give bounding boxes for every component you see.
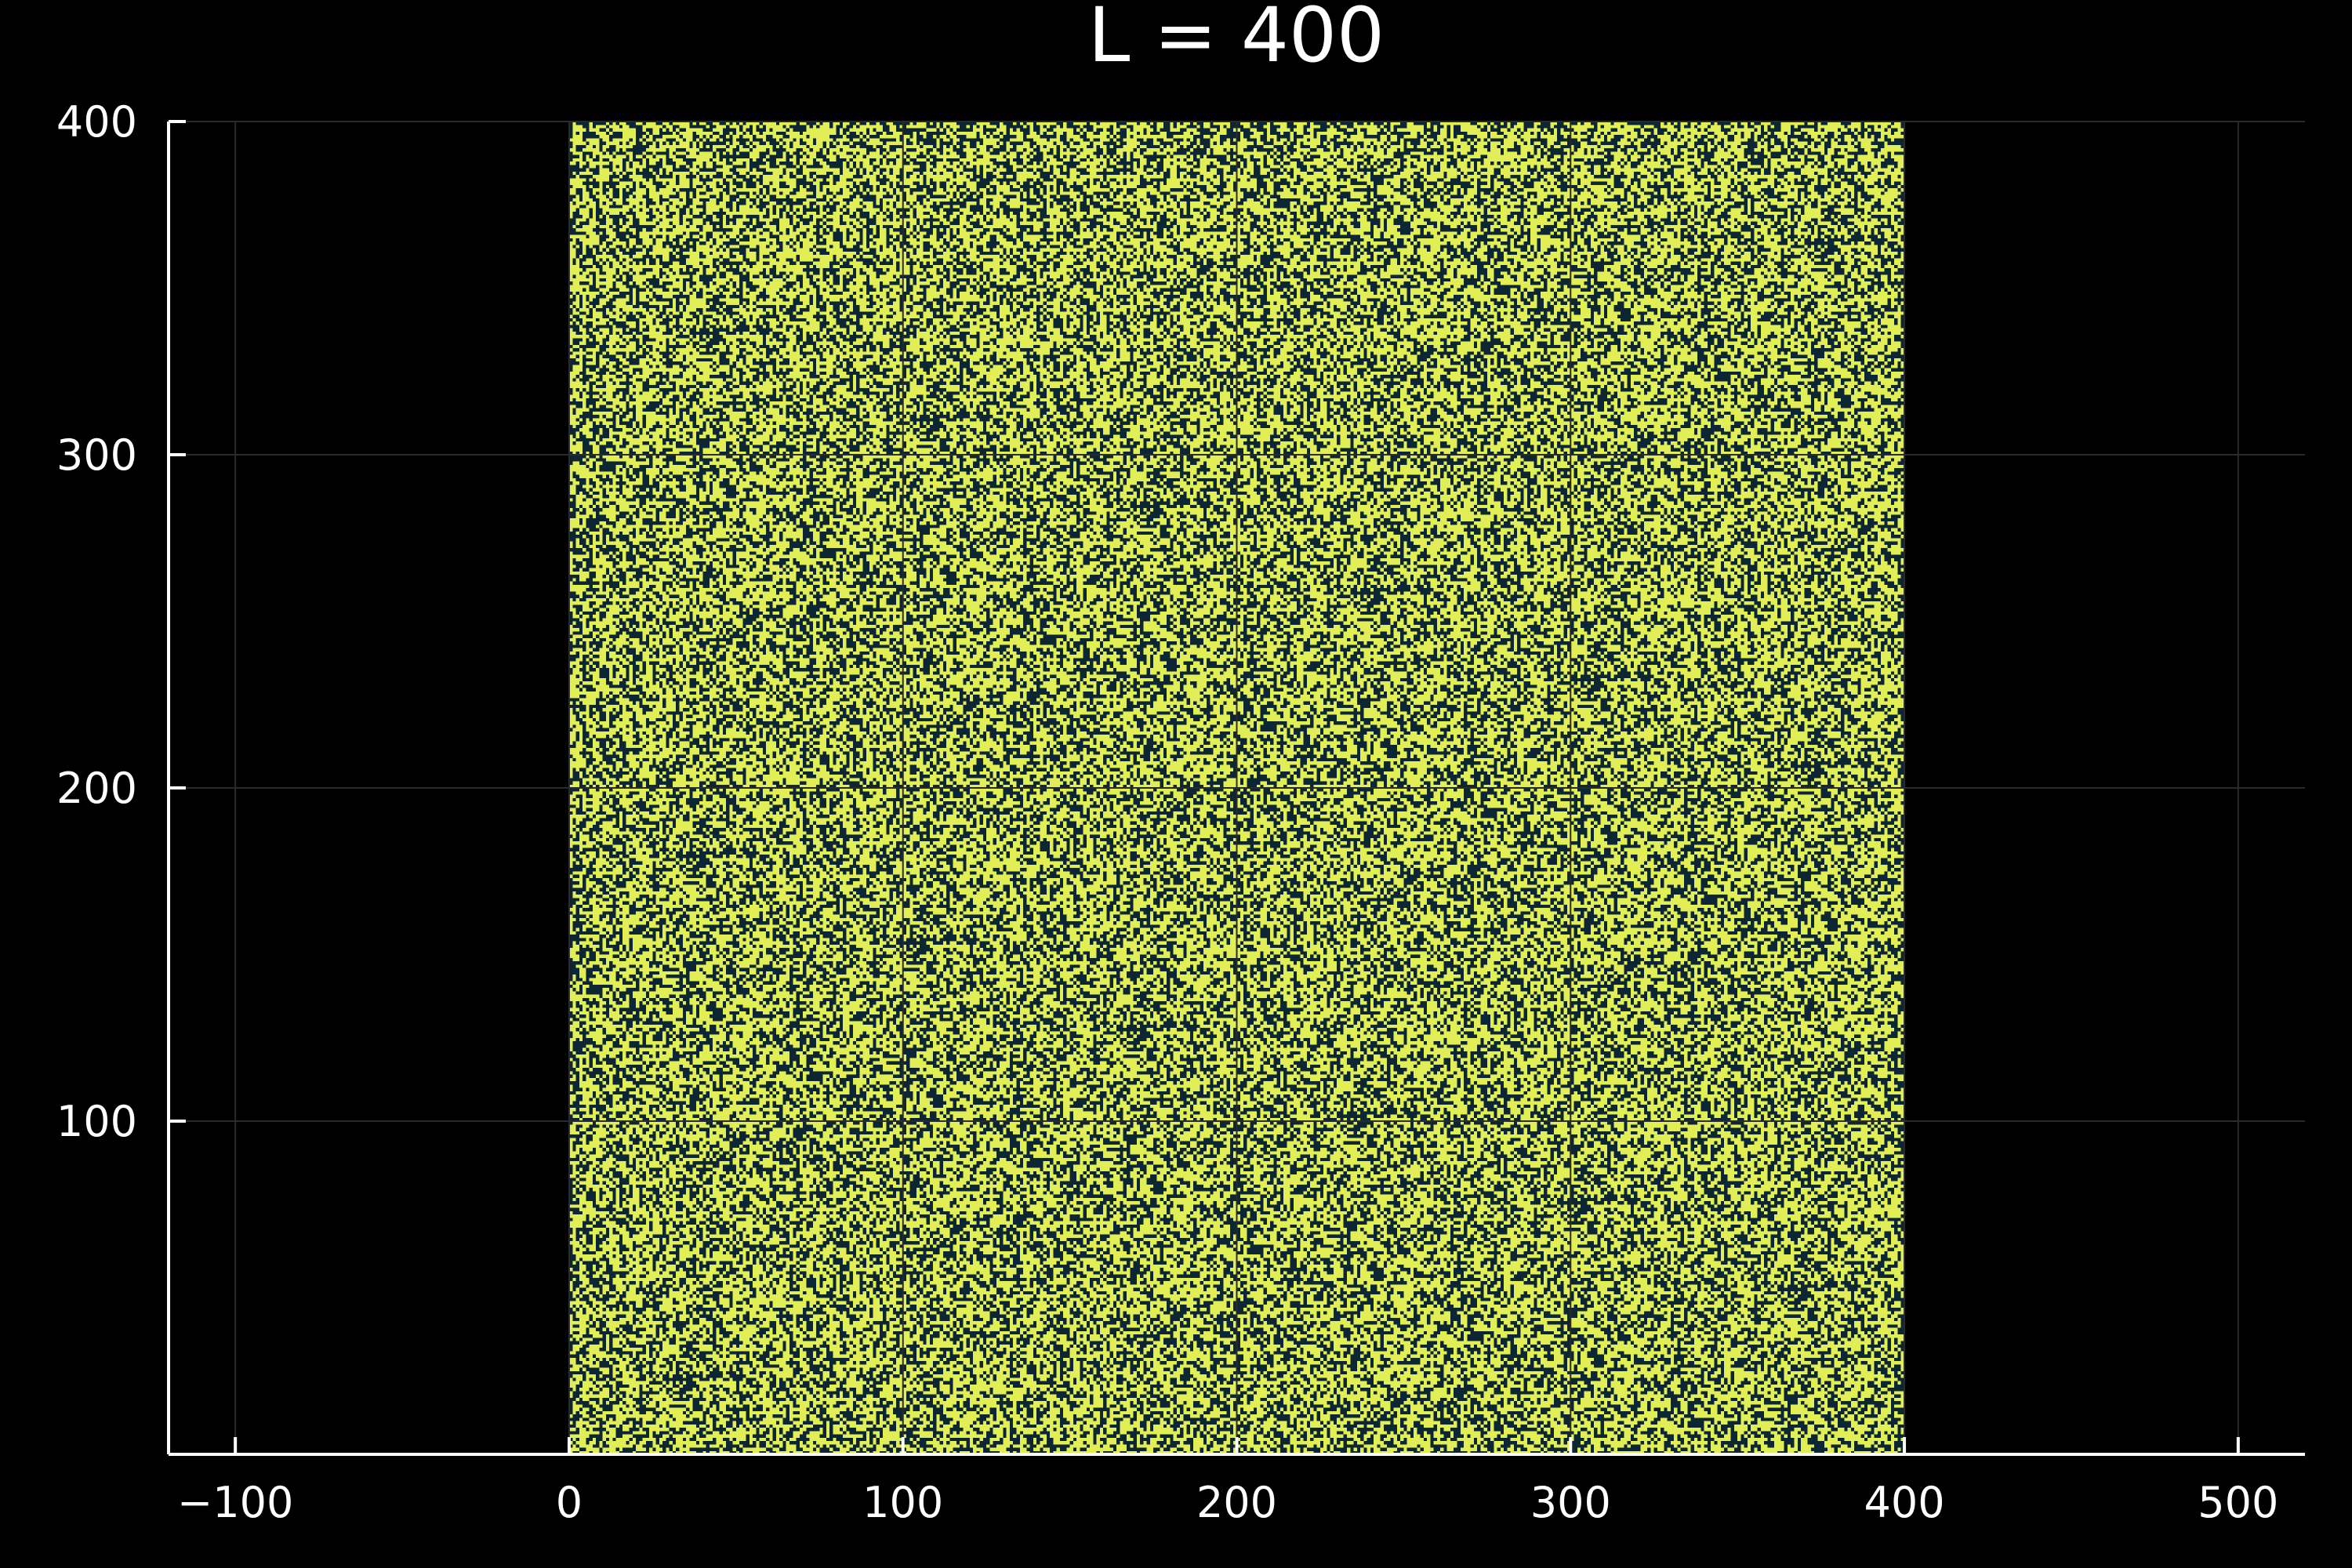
x-tick-label: 300 [1530,1478,1611,1527]
x-tick-label: 0 [556,1478,583,1527]
x-tick-label: −100 [177,1478,293,1527]
tick-marks [169,120,2240,1454]
x-tick-label: 100 [862,1478,943,1527]
y-tick-label: 400 [56,97,137,147]
tick-labels: −100 0 100 200 300 400 500 100 200 300 400 [56,97,2278,1527]
x-tick-label: 200 [1196,1478,1277,1527]
y-tick-label: 100 [56,1097,137,1146]
x-tick-label: 500 [2198,1478,2278,1527]
x-tick-label: 400 [1864,1478,1945,1527]
y-tick-label: 200 [56,764,137,813]
grid-lines [169,121,2305,1454]
y-tick-label: 300 [56,430,137,480]
chart-title: L = 400 [1088,0,1385,79]
